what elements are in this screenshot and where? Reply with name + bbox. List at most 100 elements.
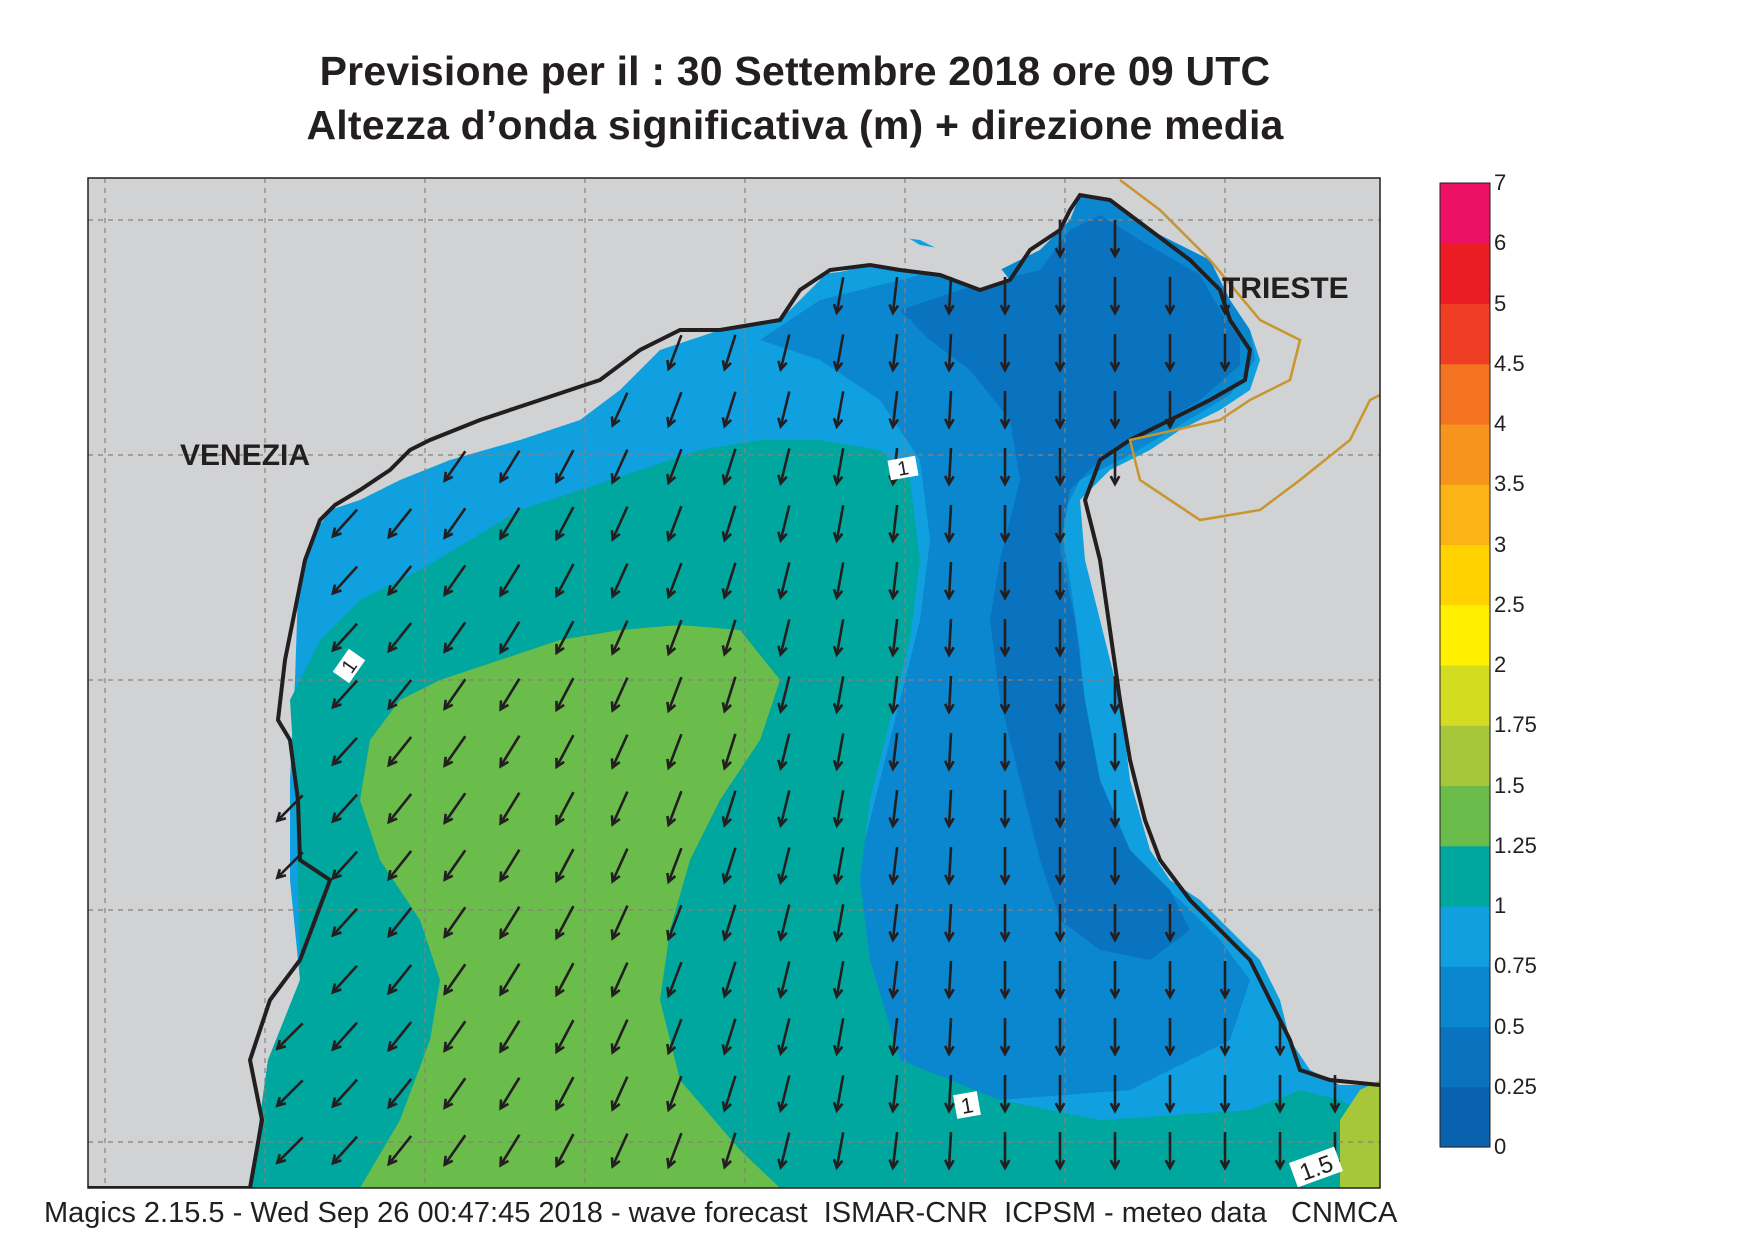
colorbar-swatch xyxy=(1440,665,1490,726)
wave-arrow xyxy=(387,1021,413,1053)
wave-arrow xyxy=(331,964,359,995)
wave-arrow xyxy=(721,961,737,999)
wave-arrow xyxy=(1219,961,1231,1000)
wave-arrow xyxy=(832,733,845,772)
wave-arrow xyxy=(721,619,737,657)
wave-arrow xyxy=(443,507,467,540)
wave-arrow xyxy=(943,504,955,544)
wave-arrow xyxy=(777,334,791,373)
wave-arrow xyxy=(499,906,521,940)
wave-arrow xyxy=(1054,1018,1066,1057)
wave-arrow xyxy=(832,334,845,373)
wave-arrow xyxy=(832,847,845,886)
wave-arrow xyxy=(1109,733,1121,772)
city-label-trieste: TRIESTE xyxy=(1222,272,1349,305)
colorbar-swatch xyxy=(1440,966,1490,1028)
wave-arrow xyxy=(331,907,359,938)
wave-arrow xyxy=(943,390,955,430)
wave-arrow xyxy=(999,619,1011,658)
wave-arrow xyxy=(832,619,845,658)
wave-arrow xyxy=(387,1078,413,1110)
wave-arrow xyxy=(888,1131,900,1171)
wave-arrow xyxy=(666,733,683,771)
wave-arrow xyxy=(1219,334,1231,373)
national-border xyxy=(1119,179,1380,522)
wave-arrow xyxy=(888,618,900,658)
wave-arrow xyxy=(1054,562,1066,601)
wave-arrow xyxy=(610,449,629,485)
wave-arrow xyxy=(555,563,575,599)
wave-arrow xyxy=(777,391,791,430)
wave-arrow xyxy=(1164,277,1176,316)
wave-arrow xyxy=(721,1132,737,1170)
colorbar-tick-label: 2 xyxy=(1494,652,1507,677)
wave-arrow xyxy=(888,846,900,886)
sea-band-1-5 xyxy=(1340,1080,1380,1188)
wave-arrow xyxy=(555,1133,575,1169)
wave-arrow xyxy=(666,904,683,942)
wave-arrow xyxy=(1109,1018,1121,1057)
wave-arrow xyxy=(1109,961,1121,1000)
wave-arrow xyxy=(943,960,955,1000)
wave-arrow xyxy=(1109,391,1121,430)
wave-arrow xyxy=(555,734,575,770)
city-label-venezia: VENEZIA xyxy=(180,439,311,472)
wave-arrow xyxy=(943,333,955,373)
wave-arrow xyxy=(610,1133,629,1169)
colorbar-tick-label: 2.5 xyxy=(1494,591,1525,617)
sea-band-1-25 xyxy=(360,625,780,1188)
wave-arrow xyxy=(943,675,955,715)
colorbar-tick-label: 1.75 xyxy=(1494,712,1537,738)
wave-arrow xyxy=(331,565,359,596)
wave-arrow xyxy=(1054,904,1066,943)
wave-arrow xyxy=(610,734,629,770)
wave-arrow xyxy=(499,1077,521,1111)
wave-arrow xyxy=(331,793,359,824)
colorbar-tick-label: 1.5 xyxy=(1494,772,1525,798)
wave-arrow xyxy=(387,736,413,768)
wave-arrow xyxy=(610,1076,629,1112)
wave-arrow xyxy=(610,506,629,542)
wave-arrow xyxy=(1109,334,1121,373)
wave-direction-arrows xyxy=(275,220,1341,1171)
wave-arrow xyxy=(888,789,900,829)
contour-label: 1 xyxy=(332,648,366,684)
wave-arrow xyxy=(999,847,1011,886)
wave-arrow xyxy=(888,333,900,373)
wave-arrow xyxy=(832,1132,845,1171)
wave-arrow xyxy=(999,448,1011,487)
wave-arrow xyxy=(443,792,467,825)
wave-arrow xyxy=(999,505,1011,544)
wave-arrow xyxy=(1219,1132,1231,1171)
wave-arrow xyxy=(387,1135,413,1167)
wave-arrow xyxy=(943,276,955,316)
wave-arrow xyxy=(1164,1075,1176,1114)
wave-arrow xyxy=(832,505,845,544)
wave-arrow xyxy=(443,963,467,996)
wave-arrow xyxy=(777,847,791,886)
wave-arrow xyxy=(943,1017,955,1057)
colorbar-tick-label: 1.25 xyxy=(1494,832,1537,858)
wave-arrow xyxy=(832,676,845,715)
wave-arrow xyxy=(1109,1075,1121,1114)
colorbar-swatch xyxy=(1440,906,1490,967)
wave-arrow xyxy=(275,1022,304,1051)
wave-arrow xyxy=(943,1074,955,1114)
map-frame xyxy=(87,177,1381,1189)
wave-arrow xyxy=(499,507,521,541)
map-body xyxy=(88,178,1380,1188)
wave-arrow xyxy=(443,1134,467,1167)
contour-label: 1 xyxy=(953,1091,981,1119)
wave-arrow xyxy=(1164,1018,1176,1057)
wave-arrow xyxy=(555,449,575,485)
wave-arrow xyxy=(1164,334,1176,373)
wave-arrow xyxy=(1109,1132,1121,1171)
wave-arrow xyxy=(666,676,683,714)
wave-arrow xyxy=(666,505,683,543)
wave-arrow xyxy=(610,620,629,656)
colorbar-tick-label: 6 xyxy=(1494,230,1507,256)
colorbar-swatch xyxy=(1440,1026,1490,1088)
wave-arrow xyxy=(721,1018,737,1056)
wave-arrow xyxy=(1054,676,1066,715)
contour-label-text: 1 xyxy=(959,1092,975,1119)
